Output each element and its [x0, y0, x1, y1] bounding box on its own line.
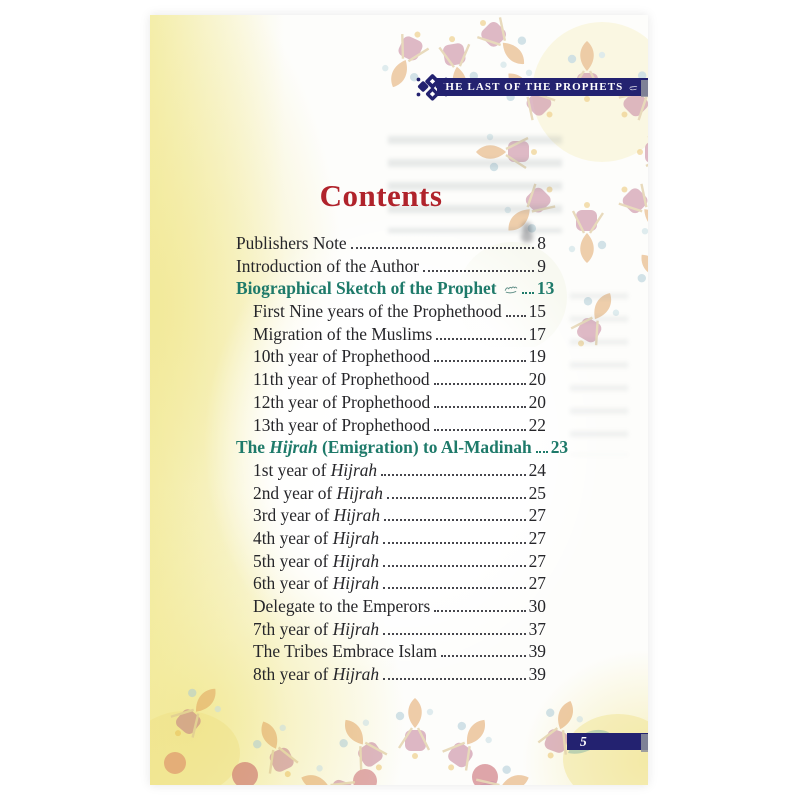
toc-page-number: 13: [536, 278, 555, 299]
toc-page-number: 39: [528, 664, 546, 685]
toc-page-number: 15: [528, 301, 546, 322]
scan-edge-artifact: [641, 80, 648, 97]
header-banner: THE LAST OF THE PROPHETS: [416, 74, 648, 101]
dotted-leader: [434, 610, 526, 612]
toc-entry-label: 10th year of Prophethood: [253, 346, 431, 367]
toc-page-number: 8: [537, 233, 546, 253]
toc-entry-label: 5th year of Hijrah: [253, 550, 380, 571]
sallallahu-calligraphy-icon: [504, 284, 518, 294]
toc-page-number: 27: [528, 573, 546, 594]
toc-entry: 12th year of Prophethood 20: [236, 391, 546, 414]
dotted-leader: [386, 496, 526, 499]
toc-page-number: 37: [528, 618, 546, 639]
toc-section-heading: Biographical Sketch of the Prophet 13: [236, 277, 554, 300]
dotted-leader: [434, 405, 526, 408]
toc-entry-label: Publishers Note: [236, 233, 347, 253]
toc-page-number: 27: [528, 527, 546, 548]
toc-page-number: 20: [528, 369, 546, 390]
dotted-leader: [521, 292, 534, 295]
banner-title: THE LAST OF THE PROPHETS: [437, 81, 624, 93]
toc-entry-label: 4th year of Hijrah: [253, 527, 380, 548]
toc-entry-label: Biographical Sketch of the Prophet: [236, 277, 518, 300]
dotted-leader: [423, 269, 535, 272]
dotted-leader: [383, 587, 526, 590]
toc-page-number: 20: [528, 391, 546, 412]
toc-entry: 4th year of Hijrah 27: [236, 527, 546, 550]
toc-entry-label: Delegate to the Emperors: [253, 596, 431, 616]
toc-entry: 8th year of Hijrah 39: [236, 663, 546, 686]
toc-entry-label: The Hijrah (Emigration) to Al-Madinah: [236, 437, 532, 458]
toc-entry: 7th year of Hijrah 37: [236, 618, 546, 641]
toc-page-number: 27: [528, 550, 546, 571]
toc-page-number: 25: [528, 482, 546, 503]
toc-page-number: 9: [537, 255, 546, 276]
table-of-contents: Publishers Note 8 Introduction of the Aut…: [236, 232, 568, 686]
toc-entry-label: 6th year of Hijrah: [253, 573, 380, 594]
dotted-leader: [433, 383, 526, 386]
toc-entry-label: Migration of the Muslims: [253, 323, 433, 344]
toc-entry-label: Introduction of the Author: [236, 255, 420, 276]
dotted-leader: [383, 632, 526, 635]
toc-entry: 6th year of Hijrah 27: [236, 572, 546, 595]
toc-entry: Introduction of the Author 9: [236, 255, 546, 278]
page-number: 5: [580, 733, 587, 749]
dotted-leader: [434, 360, 526, 363]
toc-entry: Migration of the Muslims 17: [236, 323, 546, 346]
toc-entry-label: The Tribes Embrace Islam: [253, 641, 438, 662]
dotted-leader: [383, 678, 526, 681]
toc-page-number: 22: [528, 414, 546, 435]
toc-entry-label: First Nine years of the Prophethood: [253, 301, 502, 322]
toc-entry-label: 12th year of Prophethood: [253, 391, 431, 412]
toc-entry: First Nine years of the Prophethood 15: [236, 300, 546, 323]
toc-entry-label: 1st year of Hijrah: [253, 459, 378, 480]
dotted-leader: [535, 451, 548, 454]
contents-title: Contents: [319, 178, 443, 213]
toc-entry: 3rd year of Hijrah 27: [236, 504, 546, 527]
dotted-leader: [384, 519, 526, 522]
toc-page-number: 23: [550, 437, 569, 458]
kufic-knot-icon: [416, 73, 448, 101]
toc-entry: 10th year of Prophethood 19: [236, 345, 546, 368]
dotted-leader: [381, 473, 526, 476]
toc-page-number: 30: [528, 596, 546, 616]
toc-page-number: 27: [528, 505, 546, 526]
toc-entry: 5th year of Hijrah 27: [236, 550, 546, 573]
dotted-leader: [350, 247, 535, 249]
dotted-leader: [436, 337, 526, 340]
toc-page-number: 24: [528, 459, 546, 480]
toc-page-number: 17: [528, 323, 546, 344]
toc-entry: 1st year of Hijrah 24: [236, 459, 546, 482]
toc-page-number: 39: [528, 641, 546, 662]
page-number-badge: 5: [567, 733, 648, 752]
dotted-leader: [434, 428, 526, 431]
dotted-leader: [383, 564, 526, 567]
dotted-leader: [505, 315, 526, 318]
dotted-leader: [441, 655, 526, 658]
toc-entry: 2nd year of Hijrah 25: [236, 482, 546, 505]
toc-entry-label: 13th year of Prophethood: [253, 414, 431, 435]
book-page: THE LAST OF THE PROPHETS Contents Publis…: [150, 15, 648, 785]
toc-entry: Publishers Note 8: [236, 232, 546, 255]
toc-entry: Delegate to the Emperors 30: [236, 595, 546, 618]
toc-entry: The Tribes Embrace Islam 39: [236, 640, 546, 663]
toc-entry-label: 2nd year of Hijrah: [253, 482, 383, 503]
toc-entry: 13th year of Prophethood 22: [236, 414, 546, 437]
toc-entry-label: 8th year of Hijrah: [253, 664, 380, 685]
toc-entry-label: 7th year of Hijrah: [253, 618, 380, 639]
sallallahu-calligraphy-icon: [629, 82, 638, 93]
showthrough-text-artifact: [570, 283, 628, 455]
toc-page-number: 19: [528, 346, 546, 367]
toc-entry-label: 3rd year of Hijrah: [253, 505, 381, 526]
toc-section-heading: The Hijrah (Emigration) to Al-Madinah 23: [236, 436, 568, 459]
scan-edge-artifact: [641, 734, 648, 752]
toc-entry: 11th year of Prophethood 20: [236, 368, 546, 391]
toc-entry-label: 11th year of Prophethood: [253, 369, 430, 390]
dotted-leader: [383, 541, 526, 544]
